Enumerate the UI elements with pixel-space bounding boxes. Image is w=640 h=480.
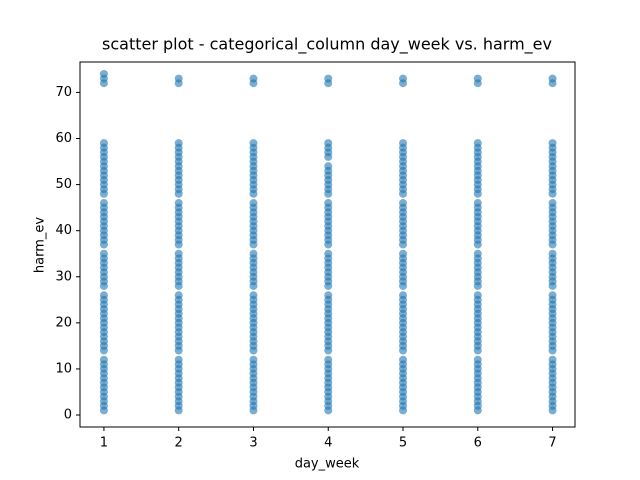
x-tick-label: 2 [175, 436, 183, 451]
point [548, 74, 557, 83]
point [473, 355, 482, 364]
y-tick-label: 70 [55, 85, 72, 100]
x-tick-label: 3 [249, 436, 257, 451]
point [324, 139, 333, 148]
point [99, 355, 108, 364]
point [174, 291, 183, 300]
point [399, 355, 408, 364]
point [324, 291, 333, 300]
point [548, 139, 557, 148]
point [174, 199, 183, 208]
y-tick-label: 0 [64, 408, 72, 423]
point [399, 249, 408, 258]
point [473, 199, 482, 208]
point [174, 355, 183, 364]
point [99, 249, 108, 258]
point [399, 139, 408, 148]
point [548, 199, 557, 208]
point [99, 69, 108, 78]
y-tick-label: 30 [55, 269, 72, 284]
point [249, 74, 258, 83]
y-tick-label: 50 [55, 177, 72, 192]
point [548, 291, 557, 300]
point [548, 355, 557, 364]
point [473, 74, 482, 83]
point [174, 139, 183, 148]
x-tick-label: 4 [324, 436, 332, 451]
point [249, 249, 258, 258]
chart-title: scatter plot - categorical_column day_we… [102, 35, 552, 55]
x-axis-label: day_week [295, 457, 360, 472]
point [249, 291, 258, 300]
point [249, 139, 258, 148]
x-tick-label: 5 [399, 436, 407, 451]
plot-frame [79, 61, 576, 428]
y-tick-label: 60 [55, 131, 72, 146]
point [324, 355, 333, 364]
x-tick-label: 7 [548, 436, 556, 451]
point [249, 199, 258, 208]
point [99, 291, 108, 300]
point [174, 74, 183, 83]
point [324, 162, 333, 171]
y-axis-label: harm_ev [33, 217, 48, 273]
y-tick-label: 10 [55, 361, 72, 376]
y-tick-label: 40 [55, 223, 72, 238]
point [99, 199, 108, 208]
point [473, 249, 482, 258]
point [99, 139, 108, 148]
x-tick-label: 6 [474, 436, 482, 451]
point [399, 291, 408, 300]
point [324, 74, 333, 83]
point [324, 249, 333, 258]
point [473, 291, 482, 300]
point [548, 249, 557, 258]
point [399, 74, 408, 83]
point [473, 139, 482, 148]
point [399, 199, 408, 208]
y-tick-label: 20 [55, 315, 72, 330]
point [324, 199, 333, 208]
point [174, 249, 183, 258]
x-tick-label: 1 [100, 436, 108, 451]
point [249, 355, 258, 364]
